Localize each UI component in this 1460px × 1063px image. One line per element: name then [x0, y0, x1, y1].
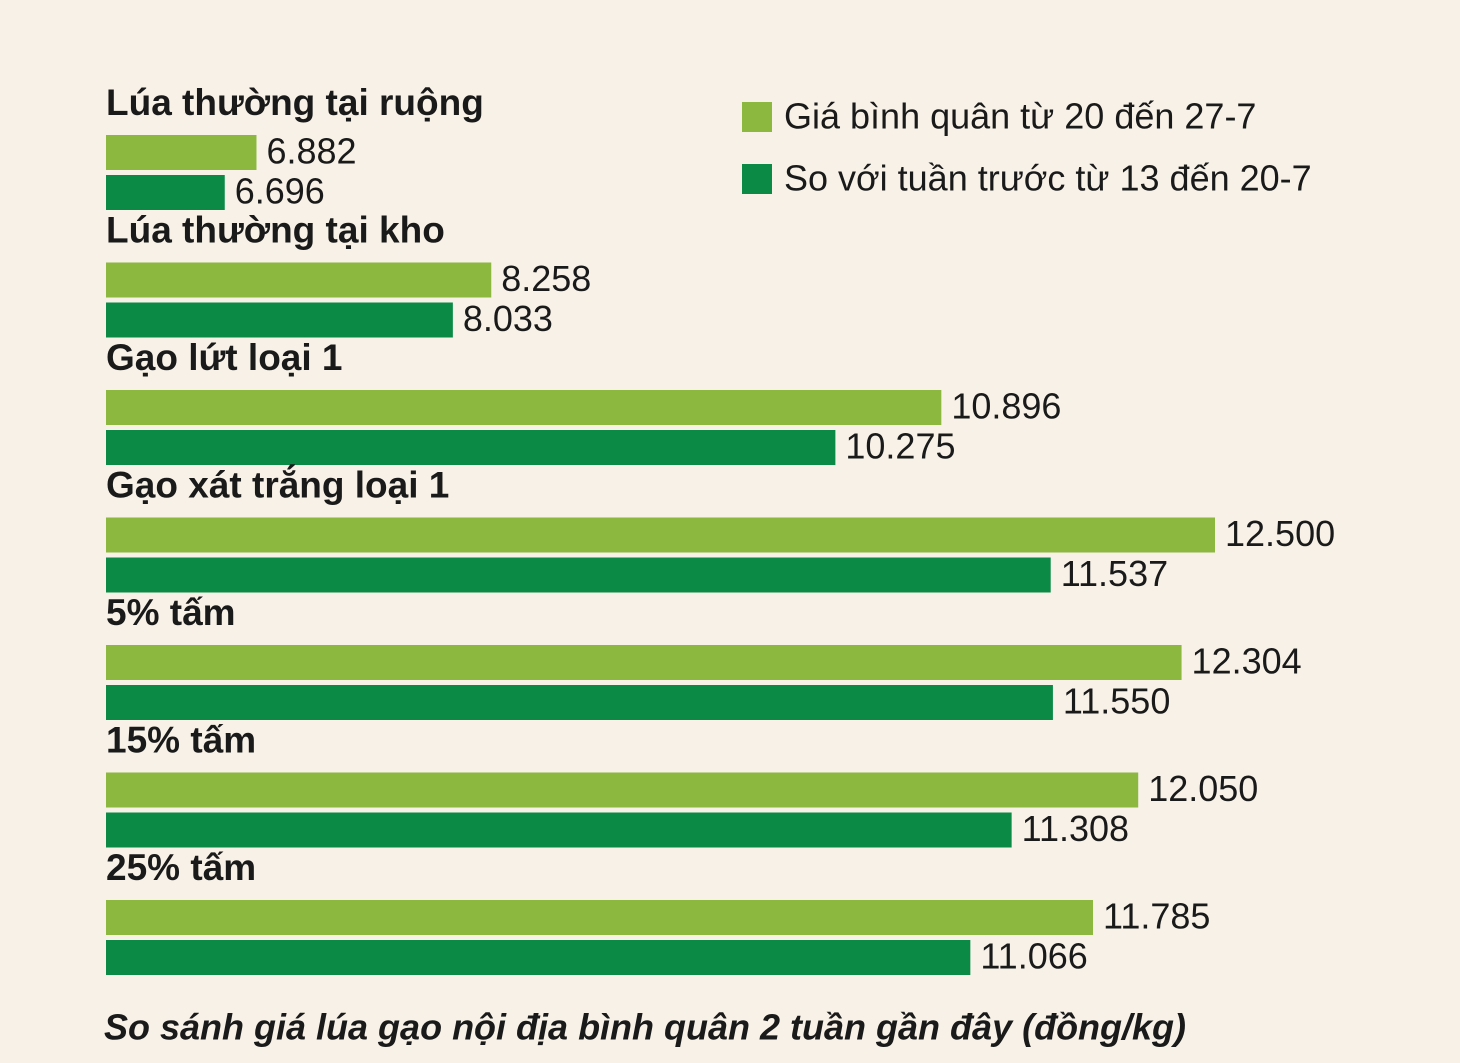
bar — [106, 900, 1094, 935]
value-label: 11.308 — [1022, 808, 1129, 849]
category-label: Lúa thường tại kho — [106, 209, 445, 250]
value-label: 8.258 — [501, 258, 591, 299]
value-label: 11.550 — [1063, 681, 1170, 722]
category-label: 25% tấm — [106, 847, 256, 888]
bar — [106, 135, 257, 170]
category-label: 15% tấm — [106, 719, 256, 760]
bar — [106, 430, 836, 465]
value-label: 11.785 — [1103, 896, 1210, 937]
bar — [106, 772, 1139, 808]
category-label: Gạo lứt loại 1 — [106, 337, 343, 378]
value-label: 11.537 — [1061, 553, 1168, 594]
legend-label: Giá bình quân từ 20 đến 27-7 — [784, 96, 1256, 137]
category-label: Gạo xát trắng loại 1 — [106, 463, 449, 505]
value-label: 10.896 — [951, 386, 1061, 427]
chart-title: So sánh giá lúa gạo nội địa bình quân 2 … — [104, 1007, 1186, 1048]
value-label: 6.696 — [235, 171, 325, 212]
value-label: 8.033 — [463, 298, 553, 339]
value-label: 12.050 — [1148, 768, 1258, 809]
bar — [106, 390, 942, 425]
bar — [106, 517, 1215, 553]
category-label: Lúa thường tại ruộng — [106, 82, 484, 123]
bar — [106, 685, 1053, 720]
value-label: 12.304 — [1192, 641, 1302, 682]
value-label: 10.275 — [845, 426, 955, 467]
legend-swatch — [742, 102, 772, 132]
bar — [106, 302, 453, 338]
value-label: 12.500 — [1225, 513, 1335, 554]
bar — [106, 940, 971, 975]
legend-label: So với tuần trước từ 13 đến 20-7 — [784, 158, 1312, 199]
value-label: 11.066 — [980, 936, 1087, 977]
bar — [106, 645, 1182, 680]
value-label: 6.882 — [266, 131, 356, 172]
bar — [106, 262, 492, 298]
bar — [106, 812, 1012, 848]
legend-swatch — [742, 164, 772, 194]
bar — [106, 557, 1051, 593]
bar — [106, 175, 225, 210]
category-label: 5% tấm — [106, 592, 236, 633]
